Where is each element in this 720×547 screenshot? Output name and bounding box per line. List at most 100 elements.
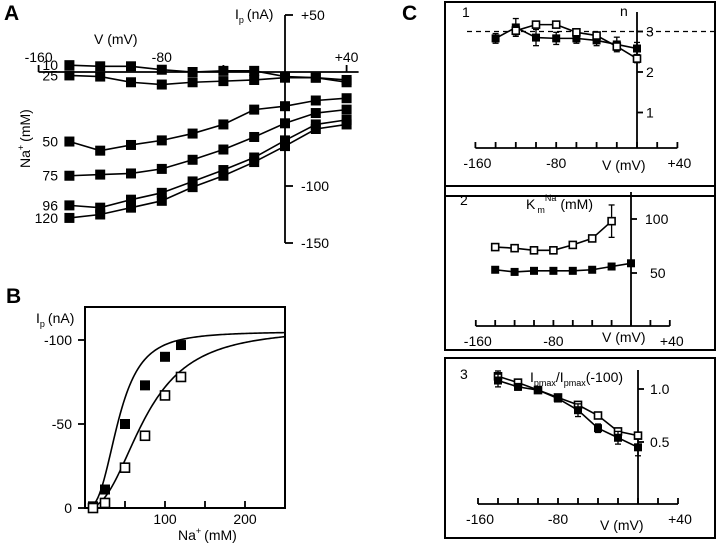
panel-a-series-line-96 xyxy=(69,119,347,209)
panel-a-data-point xyxy=(187,77,198,88)
panel-c2-data-point xyxy=(588,265,597,274)
panel-c2-data-point xyxy=(529,246,539,255)
panel-a-data-point xyxy=(156,195,167,206)
panel-c2-data-point xyxy=(627,259,635,268)
panel-c3-chart: 3 Ipmax/Ipmax(-100) V (mV) -160 -80 +400.5… xyxy=(444,357,716,539)
panel-c3-y-label-part: I xyxy=(530,369,534,385)
panel-a-y-label-unit: (nA) xyxy=(247,6,273,22)
panel-b-x-tick-label: 100 xyxy=(153,511,177,527)
panel-b-data-point xyxy=(120,419,130,429)
panel-a-data-point xyxy=(187,154,198,165)
panel-c2-data-point xyxy=(568,240,578,250)
panel-a-data-point xyxy=(249,131,260,142)
panel-c2-y-label-sub: m xyxy=(537,205,545,215)
panel-b-chart: Ip (nA) Na+ (mM) 0 -50 -100 100 200 xyxy=(36,306,286,543)
panel-a-y-tick-label: -150 xyxy=(301,235,329,251)
panel-label-a: A xyxy=(4,2,19,25)
panel-b-x-axis-label: Na+ (mM) xyxy=(178,526,237,543)
panel-c3-y-tick-label: 0.5 xyxy=(650,434,670,450)
panel-b-y-label-unit: (nA) xyxy=(48,310,74,326)
panel-c3-x-tick-label: -80 xyxy=(548,511,568,527)
panel-c1-number: 1 xyxy=(462,4,470,20)
panel-b-data-point xyxy=(139,430,151,442)
panel-c1-data-point xyxy=(612,42,622,51)
panel-a-data-point xyxy=(156,79,167,90)
panel-c1-data-point xyxy=(511,26,521,35)
panel-c2-x-tick-label: -80 xyxy=(543,333,563,349)
panel-b-y-tick-label: 0 xyxy=(64,500,72,516)
panel-a-data-point xyxy=(64,212,75,223)
panel-c2-data-point xyxy=(587,234,597,243)
panel-a-data-point xyxy=(64,70,75,81)
panel-a-y-tick-label: +50 xyxy=(301,7,325,23)
panel-a-data-point xyxy=(95,202,106,213)
panel-a-series-label: 120 xyxy=(35,210,59,226)
panel-c1-data-point xyxy=(531,20,541,29)
panel-c1-data-point xyxy=(572,34,581,43)
panel-a-x-axis-label: V (mV) xyxy=(94,31,138,47)
panel-c2-data-point xyxy=(549,246,558,255)
panel-c1-y-tick-label: 1 xyxy=(646,105,654,121)
panel-c3-data-point xyxy=(514,382,522,391)
panel-a-na-sup: + xyxy=(16,145,26,150)
panel-b-data-point xyxy=(87,502,99,514)
panel-a-data-point xyxy=(341,93,352,104)
panel-c1-data-point xyxy=(532,33,540,42)
panel-a-data-point xyxy=(95,61,106,72)
panel-a-series-label: 10 xyxy=(42,57,58,73)
panel-c2-data-point xyxy=(549,266,558,275)
panel-a-data-point xyxy=(64,136,75,147)
panel-a-data-point xyxy=(95,209,106,220)
panel-a-data-point xyxy=(187,182,198,193)
panel-b-y-axis-label: Ip (nA) xyxy=(36,310,74,329)
panel-a-y-axis-label: Ip (nA) xyxy=(235,6,273,25)
panel-c1-data-point xyxy=(592,31,601,40)
panel-b-data-point xyxy=(100,484,110,495)
panel-a-x-tick-label: -80 xyxy=(152,49,172,65)
panel-c1-data-point xyxy=(633,44,641,53)
panel-a-data-point xyxy=(249,157,260,168)
panel-c1-data-point xyxy=(632,54,642,63)
panel-a-data-point xyxy=(218,170,229,181)
panel-a-data-point xyxy=(126,77,136,88)
panel-c2-x-tick-label: -160 xyxy=(464,333,492,349)
panel-a-data-point xyxy=(341,119,352,130)
panel-a-data-point xyxy=(341,104,352,115)
panel-a-series-label: 50 xyxy=(42,134,58,150)
panel-c1-data-point xyxy=(592,36,601,45)
panel-c2-number: 2 xyxy=(460,192,468,208)
panel-c3-data-point xyxy=(594,424,602,433)
panel-c1-x-axis-label: V (mV) xyxy=(602,157,646,173)
panel-c3-y-tick-label: 1.0 xyxy=(650,381,670,397)
panel-b-y-label-main: I xyxy=(36,310,40,326)
panel-c3-data-point xyxy=(614,433,622,442)
panel-a-series-label: 96 xyxy=(42,197,58,213)
panel-a-data-point xyxy=(187,128,198,139)
panel-a-data-point xyxy=(341,77,352,88)
panel-a-data-point xyxy=(64,170,75,181)
panel-c2-data-point xyxy=(510,243,519,253)
panel-a-series-axis-label: Na+ (mM) xyxy=(16,109,33,168)
panel-b-data-point xyxy=(175,371,187,383)
panel-b-x-label-unit: (mM) xyxy=(204,527,237,543)
panel-c1-data-point xyxy=(552,34,561,43)
panel-a-data-point xyxy=(187,176,198,187)
panel-b-frame xyxy=(84,306,286,509)
panel-c3-data-point xyxy=(574,406,582,415)
panel-c1-data-point xyxy=(551,20,561,29)
panel-c3-x-tick-label: -160 xyxy=(466,511,494,527)
panel-b-x-label-main: Na xyxy=(178,527,196,543)
panel-c3-y-label-part: (-100) xyxy=(586,369,623,385)
panel-a-data-point xyxy=(95,71,106,82)
panel-c2-y-tick-label: 50 xyxy=(650,265,666,281)
panel-a-data-point xyxy=(249,104,260,115)
panel-a-data-point xyxy=(126,202,136,213)
panel-a-y-tick-label: -100 xyxy=(301,178,329,194)
panel-a-data-point xyxy=(95,145,106,156)
panel-a-y-label-sub: p xyxy=(239,15,244,25)
panel-b-y-tick-label: -100 xyxy=(44,332,72,348)
panel-c3-data-point xyxy=(593,411,603,420)
